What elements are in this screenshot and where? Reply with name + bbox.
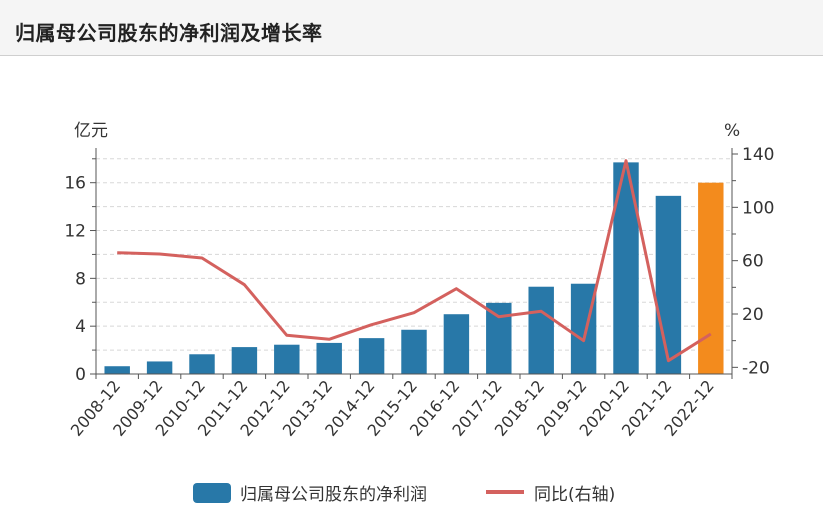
chart-area: 2008-122009-122010-122011-122012-122013-… xyxy=(64,121,774,505)
bar xyxy=(274,344,300,374)
y-right-tick-label: 20 xyxy=(742,305,764,325)
y-right-tick-label: -20 xyxy=(742,358,770,378)
bar xyxy=(104,366,130,374)
y-left-tick-label: 12 xyxy=(64,222,86,242)
bar xyxy=(401,329,427,374)
bar xyxy=(316,342,342,374)
y-right-tick-label: 60 xyxy=(742,252,764,272)
bar xyxy=(698,182,724,374)
bar xyxy=(486,302,512,374)
legend[interactable]: 归属母公司股东的净利润 同比(右轴) xyxy=(193,483,615,505)
y-right-unit: % xyxy=(724,121,740,141)
bar xyxy=(189,354,215,374)
legend-line-swatch xyxy=(486,490,524,494)
legend-bar-swatch xyxy=(193,483,231,503)
bar xyxy=(358,338,385,374)
y-right-tick-label: 140 xyxy=(742,145,774,165)
legend-line-label: 同比(右轴) xyxy=(534,485,615,505)
y-left-tick-label: 16 xyxy=(64,174,86,194)
x-tick-labels: 2008-122009-122010-122011-122012-122013-… xyxy=(67,376,718,439)
line-series xyxy=(117,159,712,363)
bar xyxy=(231,347,258,374)
bar xyxy=(146,361,173,374)
y-left-tick-label: 8 xyxy=(75,269,86,289)
page-title: 归属母公司股东的净利润及增长率 xyxy=(15,21,323,45)
y-right-tick-labels: -20 20 60 100 140 xyxy=(742,145,774,378)
y-left-tick-label: 4 xyxy=(75,317,86,337)
y-left-unit: 亿元 xyxy=(74,121,108,141)
bar xyxy=(655,195,682,374)
y-left-tick-labels: 0 4 8 12 16 xyxy=(64,174,86,385)
y-right-tick-label: 100 xyxy=(742,198,774,218)
legend-bar-label: 归属母公司股东的净利润 xyxy=(240,485,427,505)
bar xyxy=(443,314,470,374)
bar xyxy=(528,286,554,374)
y-left-tick-label: 0 xyxy=(75,365,86,385)
axes xyxy=(90,148,738,379)
growth-line xyxy=(117,159,712,363)
bar-series xyxy=(104,162,724,374)
header-bar: 归属母公司股东的净利润及增长率 xyxy=(0,0,823,56)
grid-lines xyxy=(96,158,732,351)
